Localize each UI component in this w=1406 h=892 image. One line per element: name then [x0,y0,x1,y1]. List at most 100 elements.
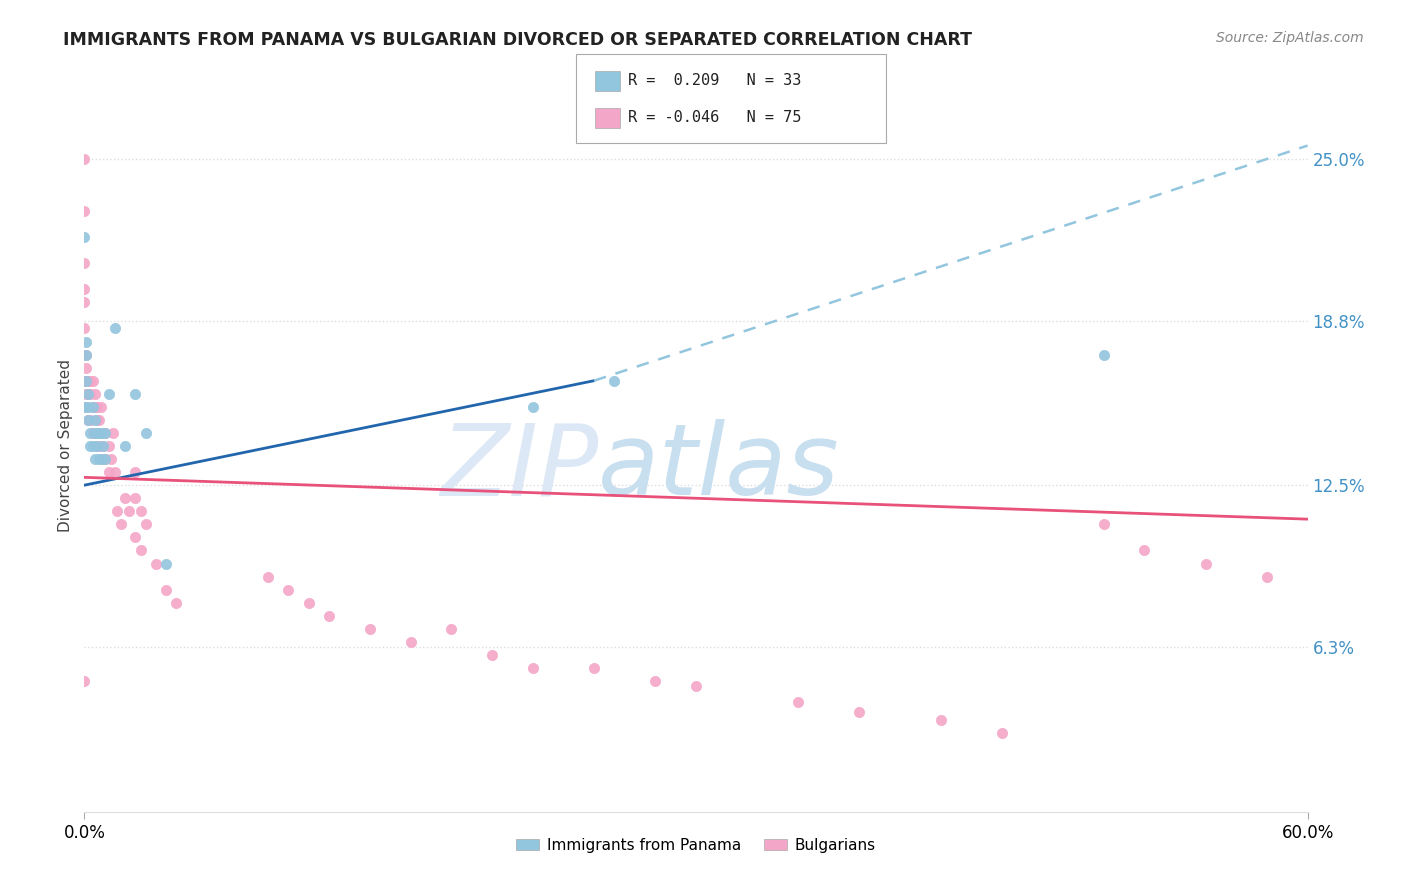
Point [73,282,96,296]
Point [124,530,146,544]
Point [93,452,115,467]
Legend: Immigrants from Panama, Bulgarians: Immigrants from Panama, Bulgarians [510,831,882,859]
Point [73,256,96,270]
Point [73,348,96,362]
Point [83,425,105,440]
Point [399,635,422,649]
Point [83,400,105,414]
Point [124,465,146,479]
Point [1256,569,1278,583]
Text: ZIP: ZIP [440,419,598,516]
Point [114,439,136,453]
Point [73,152,96,166]
Point [135,425,157,440]
Point [93,425,115,440]
Point [603,374,626,388]
Point [277,582,299,597]
Point [73,400,96,414]
Point [165,596,187,610]
Point [87,452,110,467]
Point [86,439,108,453]
Point [75,400,97,414]
Point [73,374,96,388]
Point [1133,543,1156,558]
Point [110,517,132,532]
Point [90,425,112,440]
Point [79,413,101,427]
Point [77,386,100,401]
Point [155,557,177,571]
Point [73,230,96,244]
Point [104,465,127,479]
Point [155,582,177,597]
Point [787,695,810,709]
Point [75,386,97,401]
Point [97,465,120,479]
Point [114,491,136,506]
Point [131,504,153,518]
Point [77,386,100,401]
Point [91,439,114,453]
Point [318,608,340,623]
Point [90,425,112,440]
Point [86,425,108,440]
Y-axis label: Divorced or Separated: Divorced or Separated [58,359,73,533]
Point [77,400,100,414]
Point [522,661,544,675]
Point [440,622,463,636]
Point [991,726,1014,740]
Point [77,413,100,427]
Point [90,400,112,414]
Point [82,439,104,453]
Point [79,374,101,388]
Point [97,439,120,453]
Point [131,543,153,558]
Point [73,203,96,218]
Point [87,439,110,453]
Point [90,452,112,467]
Point [1092,348,1115,362]
Point [75,334,97,349]
Point [1092,517,1115,532]
Point [77,374,100,388]
Text: R =  0.209   N = 33: R = 0.209 N = 33 [628,73,801,88]
Point [86,400,108,414]
Point [79,386,101,401]
Point [79,425,101,440]
Point [82,400,104,414]
Point [77,413,100,427]
Point [75,374,97,388]
Point [91,452,114,467]
Point [644,674,666,689]
Point [73,321,96,335]
Point [73,674,96,689]
Point [75,348,97,362]
Point [82,425,104,440]
Point [83,452,105,467]
Point [118,504,141,518]
Point [86,413,108,427]
Point [685,679,707,693]
Point [75,374,97,388]
Point [75,360,97,375]
Point [82,400,104,414]
Point [104,321,127,335]
Point [298,596,321,610]
Point [73,295,96,310]
Point [583,661,606,675]
Point [83,386,105,401]
Point [82,374,104,388]
Point [145,557,167,571]
Point [83,413,105,427]
Point [848,706,870,720]
Text: R = -0.046   N = 75: R = -0.046 N = 75 [628,110,801,125]
Point [257,569,280,583]
Point [86,439,108,453]
Point [83,425,105,440]
Text: atlas: atlas [598,419,839,516]
Point [100,452,122,467]
Point [75,348,97,362]
Point [929,714,952,728]
Point [481,648,503,662]
Point [105,504,128,518]
